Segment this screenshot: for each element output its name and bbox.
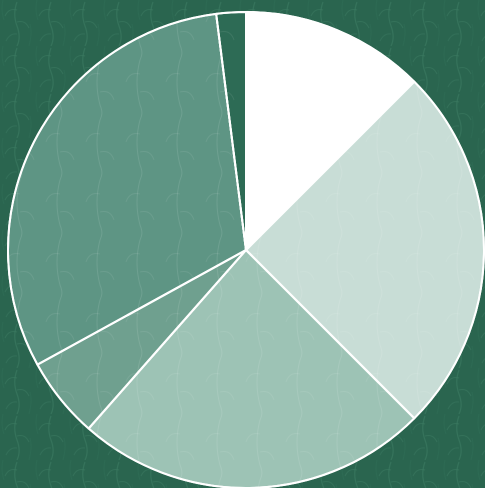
pie-slice-texture-4 bbox=[37, 250, 246, 429]
pie-slice-2-border bbox=[245, 80, 485, 420]
pie-slice-texture-3 bbox=[88, 250, 415, 488]
pie-slices bbox=[7, 11, 485, 488]
pie-slice-textures bbox=[8, 12, 484, 488]
pie-slice-5-border bbox=[7, 12, 247, 366]
pie-slice-texture-2 bbox=[246, 81, 484, 419]
pie-slice-texture-1 bbox=[246, 12, 415, 250]
pie-slice-6-border bbox=[215, 11, 247, 251]
pie-slice-1-border bbox=[245, 11, 416, 251]
pie-slice-texture-5 bbox=[8, 13, 246, 365]
